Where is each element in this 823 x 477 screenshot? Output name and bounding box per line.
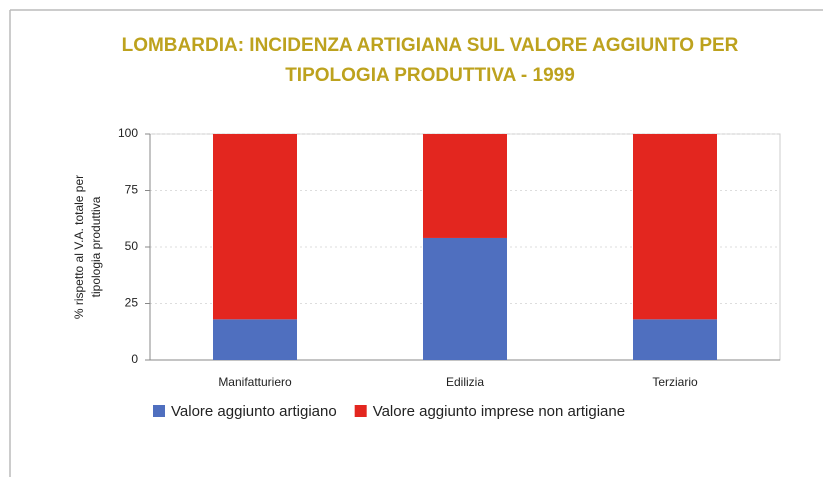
- bar-segment: [213, 319, 297, 360]
- y-tick-label: 100: [118, 126, 138, 140]
- x-tick-label: Terziario: [652, 375, 698, 389]
- chart-title: LOMBARDIA: INCIDENZA ARTIGIANA SUL VALOR…: [122, 35, 739, 56]
- bar-segment: [633, 134, 717, 320]
- y-tick-label: 75: [125, 183, 139, 197]
- y-tick-label: 50: [125, 239, 139, 253]
- y-axis-label: tipologia produttiva: [89, 196, 103, 297]
- bar-segment: [423, 134, 507, 238]
- legend-swatch: [153, 405, 165, 417]
- y-tick-label: 0: [131, 352, 138, 366]
- legend-label: Valore aggiunto imprese non artigiane: [373, 403, 625, 420]
- x-tick-label: Edilizia: [446, 375, 484, 389]
- bar-segment: [633, 319, 717, 360]
- y-tick-label: 25: [125, 296, 139, 310]
- bar-segment: [423, 237, 507, 360]
- chart-title: TIPOLOGIA PRODUTTIVA - 1999: [285, 65, 575, 86]
- legend-label: Valore aggiunto artigiano: [171, 403, 337, 420]
- x-tick-label: Manifatturiero: [218, 375, 292, 389]
- legend-swatch: [354, 405, 367, 417]
- bar-segment: [213, 134, 297, 320]
- y-axis-label: % rispetto al V.A. totale per: [72, 175, 86, 319]
